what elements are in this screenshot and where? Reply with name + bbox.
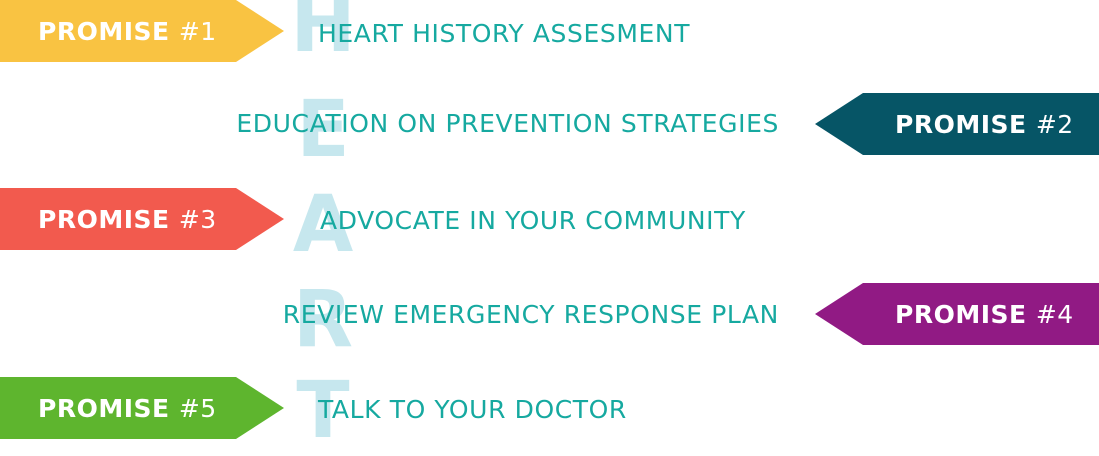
promise-3-flag: PROMISE #3 xyxy=(0,188,284,250)
promise-5-label-word: PROMISE xyxy=(38,393,170,423)
heart-letter-t: T xyxy=(296,366,350,456)
promise-5-flag: PROMISE #5 xyxy=(0,377,284,439)
promise-2-flag: PROMISE #2 xyxy=(815,93,1099,155)
promise-4-description: REVIEW EMERGENCY RESPONSE PLAN xyxy=(282,300,779,329)
promise-3-label-number: #3 xyxy=(178,204,217,234)
heart-letter-h: H xyxy=(290,0,356,70)
promise-2-description: EDUCATION ON PREVENTION STRATEGIES xyxy=(236,109,779,138)
promise-1-flag: PROMISE #1 xyxy=(0,0,284,62)
promise-3-label-word: PROMISE xyxy=(38,204,170,234)
promise-5-description: TALK TO YOUR DOCTOR xyxy=(318,395,627,424)
promise-4-label-word: PROMISE xyxy=(895,299,1027,329)
promise-1-label-word: PROMISE xyxy=(38,16,170,46)
heart-letter-a: A xyxy=(292,180,354,270)
promise-2-label-number: #2 xyxy=(1035,109,1074,139)
promise-2-label-word: PROMISE xyxy=(895,109,1027,139)
promise-5-label-number: #5 xyxy=(178,393,217,423)
promise-1-description: HEART HISTORY ASSESMENT xyxy=(318,19,691,48)
heart-letter-e: E xyxy=(296,85,350,175)
promise-4-flag: PROMISE #4 xyxy=(815,283,1099,345)
heart-letter-r: R xyxy=(292,275,354,365)
promise-4-label-number: #4 xyxy=(1035,299,1074,329)
promise-3-description: ADVOCATE IN YOUR COMMUNITY xyxy=(320,206,746,235)
promise-1-label-number: #1 xyxy=(178,16,217,46)
